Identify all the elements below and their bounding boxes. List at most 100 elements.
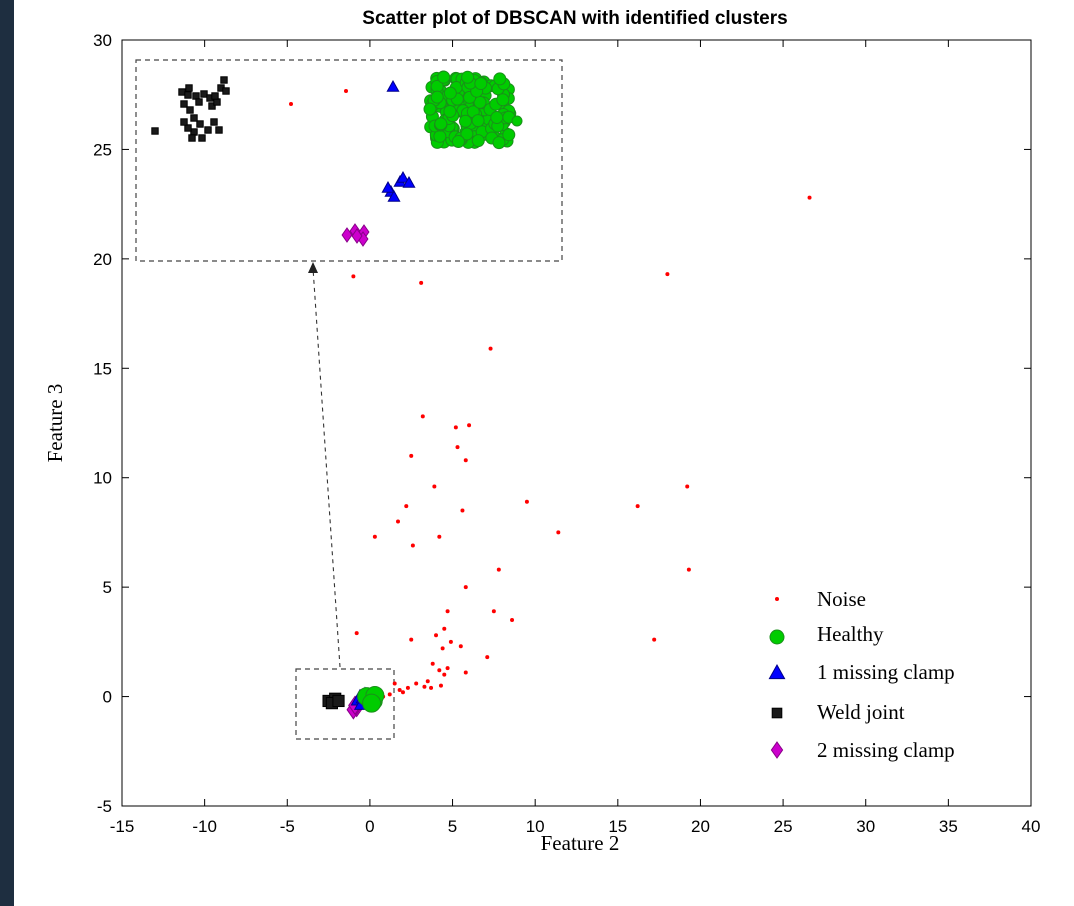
y-tick-label: 10 — [93, 469, 112, 488]
data-point-dot — [467, 423, 472, 428]
data-point-dot — [430, 661, 435, 666]
data-point-dot — [414, 681, 419, 686]
chart-title: Scatter plot of DBSCAN with identified c… — [362, 8, 787, 29]
data-point-dot — [409, 637, 414, 642]
inset-point-square — [178, 88, 186, 96]
legend-marker-circle — [769, 629, 785, 645]
data-point-dot — [524, 499, 529, 504]
inset-point-triangle — [387, 189, 401, 202]
data-point-circle — [362, 693, 382, 713]
data-point-dot — [410, 543, 415, 548]
data-point-dot — [438, 683, 443, 688]
data-points — [322, 195, 812, 720]
x-axis: -15 -10 -5 0 5 10 15 20 25 30 35 40 — [110, 40, 1041, 836]
inset-frame — [135, 59, 563, 262]
legend-item-healthy: Healthy — [769, 622, 884, 646]
inset-point-square — [180, 118, 188, 126]
inset-point-square — [208, 102, 216, 110]
data-point-dot — [429, 685, 434, 690]
data-point-dot — [419, 280, 424, 285]
data-point-dot — [387, 692, 392, 697]
data-point-dot — [372, 534, 377, 539]
data-point-dot — [400, 690, 405, 695]
scatter-chart: Scatter plot of DBSCAN with identified c… — [43, 8, 1041, 855]
data-point-dot — [354, 631, 359, 636]
data-point-dot — [425, 679, 430, 684]
data-point-dot — [405, 685, 410, 690]
data-point-dot — [635, 504, 640, 509]
legend-item-weld-joint: Weld joint — [771, 700, 905, 724]
data-point-dot — [510, 617, 515, 622]
y-axis-label: Feature 3 — [43, 384, 67, 463]
inset-point-circle — [437, 70, 451, 84]
data-point-dot — [556, 530, 561, 535]
legend-item-noise: Noise — [775, 587, 866, 611]
inset-point-diamond — [351, 228, 363, 244]
data-point-dot — [396, 519, 401, 524]
y-tick-label: 15 — [93, 359, 112, 378]
data-point-dot — [463, 670, 468, 675]
inset-point-square — [185, 84, 193, 92]
inset-point-square — [184, 124, 192, 132]
data-point-dot — [455, 445, 460, 450]
inset-point-circle — [430, 90, 444, 104]
inset-point-square — [215, 126, 223, 134]
inset-point-circle — [423, 102, 437, 116]
data-point-dot — [488, 346, 493, 351]
legend-marker-square — [771, 707, 783, 719]
inset-point-circle — [471, 134, 485, 148]
zoom-arrow-head — [308, 262, 318, 273]
inset-point-square — [196, 120, 204, 128]
data-point-dot — [392, 681, 397, 686]
inset-point-circle — [502, 128, 516, 142]
data-point-dot — [807, 195, 812, 200]
inset-point-diamond — [341, 227, 353, 243]
inset-point-circle — [458, 114, 472, 128]
data-point-dot — [432, 484, 437, 489]
x-tick-label: -10 — [192, 817, 217, 836]
data-point-dot — [453, 425, 458, 430]
x-tick-label: 15 — [608, 817, 627, 836]
legend: Noise Healthy 1 missing clamp Weld joint… — [768, 587, 955, 762]
data-point-dot — [463, 458, 468, 463]
data-point-dot — [422, 684, 427, 689]
x-tick-label: 30 — [856, 817, 875, 836]
data-point-dot — [685, 484, 690, 489]
data-point-dot — [491, 609, 496, 614]
data-point-dot — [442, 626, 447, 631]
legend-label-2-missing-clamp: 2 missing clamp — [817, 738, 955, 762]
legend-item-2-missing-clamp: 2 missing clamp — [770, 738, 955, 762]
x-tick-label: 40 — [1022, 817, 1041, 836]
x-tick-label: 35 — [939, 817, 958, 836]
x-tick-label: 5 — [448, 817, 457, 836]
data-point-dot — [686, 567, 691, 572]
inset-point-circle — [496, 93, 510, 107]
legend-label-healthy: Healthy — [817, 622, 884, 646]
inset-point-square — [186, 106, 194, 114]
inset-point-square — [200, 90, 208, 98]
inset-point-square — [188, 134, 196, 142]
legend-marker-triangle — [768, 663, 786, 680]
x-tick-label: -5 — [280, 817, 295, 836]
data-point-dot — [351, 274, 356, 279]
y-tick-label: 25 — [93, 140, 112, 159]
y-tick-label: 0 — [103, 688, 112, 707]
legend-label-1-missing-clamp: 1 missing clamp — [817, 660, 955, 684]
data-point-dot — [404, 504, 409, 509]
inset-point-square — [222, 87, 230, 95]
data-point-dot — [445, 666, 450, 671]
data-point-dot — [652, 637, 657, 642]
data-point-dot — [420, 414, 425, 419]
data-point-dot — [448, 639, 453, 644]
inset-point-circle — [451, 135, 465, 149]
inset-point-square — [180, 100, 188, 108]
legend-marker-diamond — [770, 741, 784, 759]
inset-point-circle — [460, 127, 474, 141]
y-tick-label: -5 — [97, 797, 112, 816]
inset-point-circle — [471, 114, 485, 128]
data-point-dot — [397, 688, 402, 693]
zoom-region-box — [295, 668, 395, 740]
y-axis: -5 0 5 10 15 20 25 30 — [93, 31, 1031, 816]
x-tick-label: 20 — [691, 817, 710, 836]
inset-point-triangle — [402, 175, 416, 188]
